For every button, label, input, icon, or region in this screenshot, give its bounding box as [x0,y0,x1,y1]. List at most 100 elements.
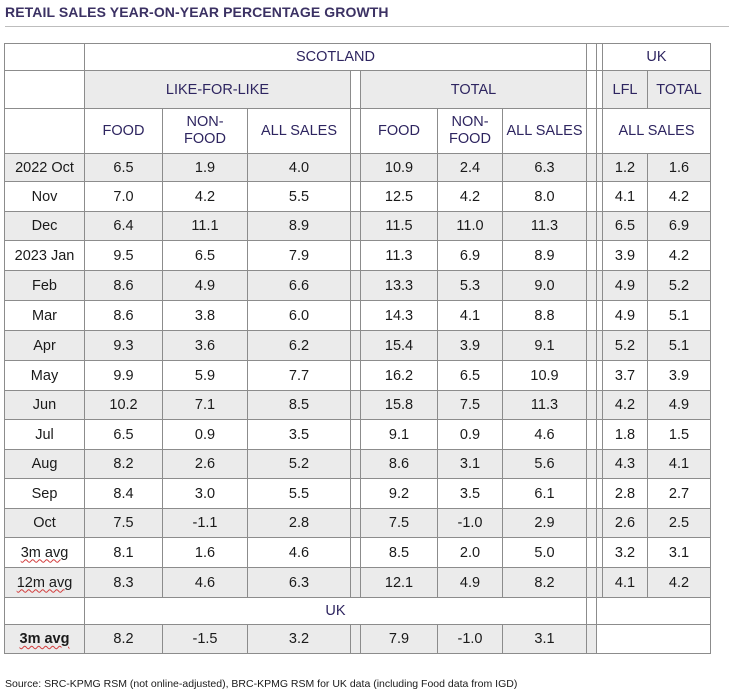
data-cell: 4.2 [437,181,503,212]
separator-cell [586,537,597,568]
data-cell: 5.5 [247,181,351,212]
row-label: Jul [4,419,85,450]
data-cell: 8.3 [84,567,163,598]
data-cell: 4.9 [647,390,711,420]
data-cell: 7.0 [84,181,163,212]
data-cell: 8.2 [84,449,163,479]
data-cell: 3.1 [437,449,503,479]
data-cell: 11.3 [502,390,587,420]
separator-cell [586,390,597,420]
data-cell: 12.1 [360,567,438,598]
data-cell: 8.0 [502,181,587,212]
data-cell: 3.0 [162,478,248,509]
row-label: 3m avg [4,537,85,568]
separator-cell [586,240,597,271]
data-cell: 3.5 [437,478,503,509]
data-cell: 4.9 [602,270,648,301]
data-cell: 4.2 [647,181,711,212]
data-cell: 9.9 [84,360,163,391]
data-cell: 3.7 [602,360,648,391]
data-cell: 4.2 [647,567,711,598]
data-cell: -1.0 [437,624,503,654]
retail-sales-table: SCOTLAND UK LIKE-FOR-LIKE TOTAL LFL TOTA… [4,43,711,654]
separator-cell [350,419,361,450]
data-cell: 2.8 [247,508,351,538]
data-cell: 11.3 [502,211,587,241]
table-row: Sep 8.4 3.0 5.5 9.2 3.5 6.1 2.8 2.7 [4,478,711,509]
data-cell: 10.2 [84,390,163,420]
data-cell: 4.2 [602,390,648,420]
title-divider [5,26,729,27]
empty-cell [596,597,711,625]
data-cell: 13.3 [360,270,438,301]
data-cell: 5.0 [502,537,587,568]
header-total: TOTAL [360,70,587,109]
corner-cell [4,108,85,154]
table-row: Oct 7.5 -1.1 2.8 7.5 -1.0 2.9 2.6 2.5 [4,508,711,538]
separator-cell [586,153,597,182]
table-row: Mar 8.6 3.8 6.0 14.3 4.1 8.8 4.9 5.1 [4,300,711,331]
separator-cell [586,108,597,154]
header-all-sales: ALL SALES [247,108,351,154]
row-label: Feb [4,270,85,301]
separator-cell [586,419,597,450]
table-body: 2022 Oct 6.5 1.9 4.0 10.9 2.4 6.3 1.2 1.6 Nov 7.0 4… [4,153,711,598]
data-cell: 12.5 [360,181,438,212]
data-cell: 7.5 [360,508,438,538]
data-cell: 7.1 [162,390,248,420]
header-lfl: LFL [602,70,648,109]
row-label: 2022 Oct [4,153,85,182]
data-cell: 1.6 [647,153,711,182]
separator-cell [350,390,361,420]
separator-cell [350,449,361,479]
data-cell: 6.5 [84,153,163,182]
row-label: 3m avg [4,624,85,654]
table-row: Dec 6.4 11.1 8.9 11.5 11.0 11.3 6.5 6.9 [4,211,711,241]
data-cell: 9.1 [502,330,587,361]
header-uk-all-sales: ALL SALES [602,108,711,154]
separator-cell [586,449,597,479]
table-row: 3m avg 8.1 1.6 4.6 8.5 2.0 5.0 3.2 3.1 [4,537,711,568]
separator-cell [586,478,597,509]
header-non-food: NON- FOOD [162,108,248,154]
corner-cell [4,70,85,109]
data-cell: 5.2 [602,330,648,361]
separator-cell [350,70,361,109]
data-cell: 5.1 [647,330,711,361]
data-cell: 3.1 [502,624,587,654]
header-uk: UK [602,43,711,71]
data-cell: 6.3 [247,567,351,598]
data-cell: 8.6 [360,449,438,479]
data-cell: 10.9 [360,153,438,182]
header-all-sales: ALL SALES [502,108,587,154]
row-label: Oct [4,508,85,538]
data-cell: 2.6 [602,508,648,538]
table-row: Jun 10.2 7.1 8.5 15.8 7.5 11.3 4.2 4.9 [4,390,711,420]
header-food: FOOD [360,108,438,154]
data-cell: 4.1 [602,181,648,212]
data-cell: 5.1 [647,300,711,331]
table-row: Feb 8.6 4.9 6.6 13.3 5.3 9.0 4.9 5.2 [4,270,711,301]
separator-cell [586,211,597,241]
data-cell: 2.7 [647,478,711,509]
data-cell: 6.5 [84,419,163,450]
separator-cell [586,624,597,654]
data-cell: 6.5 [602,211,648,241]
data-cell: 7.9 [247,240,351,271]
separator-cell [350,537,361,568]
separator-cell [350,330,361,361]
data-cell: 4.2 [647,240,711,271]
empty-cell [596,624,711,654]
data-cell: 4.9 [437,567,503,598]
data-cell: 7.7 [247,360,351,391]
row-label: Dec [4,211,85,241]
data-cell: 8.9 [247,211,351,241]
data-cell: 10.9 [502,360,587,391]
data-cell: 4.1 [602,567,648,598]
header-uk-section: UK [84,597,587,625]
data-cell: 7.5 [84,508,163,538]
data-cell: 14.3 [360,300,438,331]
separator-cell [586,567,597,598]
data-cell: 7.9 [360,624,438,654]
row-label: 12m avg [4,567,85,598]
